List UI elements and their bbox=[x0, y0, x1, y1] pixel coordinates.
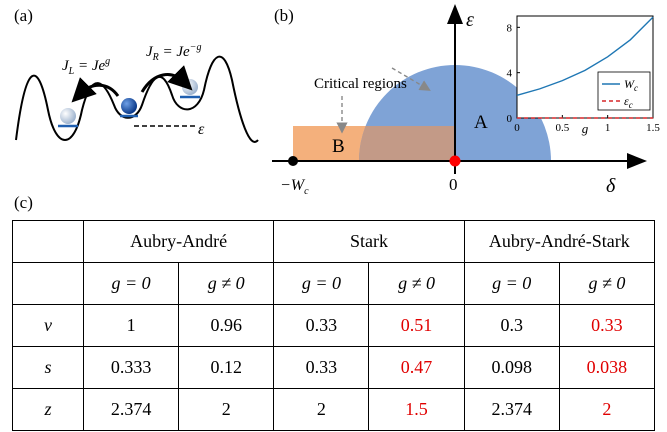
legend-label: εc bbox=[624, 94, 633, 110]
y-tick-label: 4 bbox=[507, 68, 513, 80]
minus-wc-point bbox=[288, 156, 298, 166]
table-cell-highlight: 0.038 bbox=[558, 346, 656, 389]
row-symbol-nu: ν bbox=[12, 304, 84, 347]
table-cell: 0.098 bbox=[463, 346, 560, 389]
table-cell-highlight: 2 bbox=[558, 388, 656, 431]
table-header-row: Aubry-André Stark Aubry-André-Stark bbox=[12, 220, 656, 263]
minus-wc-label: −Wc bbox=[280, 177, 309, 197]
potential-curve bbox=[15, 55, 259, 143]
table-cell: 0.33 bbox=[273, 346, 370, 389]
y-tick-label: 0 bbox=[507, 113, 513, 125]
jl-label: JL = Jeg bbox=[62, 56, 110, 77]
header-aubry-andre: Aubry-André bbox=[82, 220, 275, 263]
table-cell: 0.33 bbox=[273, 304, 370, 347]
row-symbol-s: s bbox=[12, 346, 84, 389]
series-line-wc bbox=[516, 16, 654, 97]
x-axis-label: g bbox=[582, 121, 589, 136]
ball-left bbox=[60, 108, 76, 124]
table-row-s: s 0.333 0.12 0.33 0.47 0.098 0.038 bbox=[12, 346, 656, 389]
x-tick-label: 1.5 bbox=[646, 122, 660, 134]
table-cell: 0.333 bbox=[82, 346, 180, 389]
subheader-cell: g ≠ 0 bbox=[178, 262, 275, 305]
x-tick-label: 1 bbox=[605, 122, 611, 134]
table-cell-highlight: 1.5 bbox=[368, 388, 465, 431]
x-tick-label: 0.5 bbox=[555, 122, 569, 134]
table-cell-highlight: 0.33 bbox=[558, 304, 656, 347]
subheader-cell: g = 0 bbox=[273, 262, 370, 305]
region-b-label: B bbox=[332, 136, 345, 157]
jr-label: JR = Je−g bbox=[146, 42, 201, 63]
legend-box bbox=[597, 71, 651, 111]
header-aubry-andre-stark: Aubry-André-Stark bbox=[463, 220, 656, 263]
panel-label-a: (a) bbox=[14, 6, 33, 25]
subheader-cell: g = 0 bbox=[82, 262, 180, 305]
table-cell-highlight: 0.47 bbox=[368, 346, 465, 389]
x-tick-label: 0 bbox=[514, 122, 520, 134]
table-subheader-row: g = 0 g ≠ 0 g = 0 g ≠ 0 g = 0 g ≠ 0 bbox=[12, 262, 656, 305]
subheader-cell: g ≠ 0 bbox=[368, 262, 465, 305]
region-overlap bbox=[359, 126, 455, 161]
table-cell: 0.12 bbox=[178, 346, 275, 389]
ball-center bbox=[121, 98, 137, 114]
exponent-table: Aubry-André Stark Aubry-André-Stark g = … bbox=[12, 220, 656, 431]
subheader-empty bbox=[12, 262, 84, 305]
table-corner-cell bbox=[12, 220, 84, 263]
panel-b-phase-diagram: Critical regions A B ε δ 0 −Wc bbox=[272, 4, 647, 197]
header-stark: Stark bbox=[273, 220, 465, 263]
origin-point bbox=[449, 155, 461, 167]
table-row-nu: ν 1 0.96 0.33 0.51 0.3 0.33 bbox=[12, 304, 656, 347]
region-a-label: A bbox=[474, 112, 488, 133]
critical-regions-label: Critical regions bbox=[314, 76, 407, 92]
panel-a-wells-diagram: JL = Jeg JR = Je−g ε bbox=[15, 42, 259, 143]
hop-arrow-right bbox=[140, 65, 193, 93]
table-cell: 0.96 bbox=[178, 304, 275, 347]
table-cell: 2.374 bbox=[463, 388, 560, 431]
epsilon-label: ε bbox=[198, 121, 205, 138]
subheader-cell: g = 0 bbox=[463, 262, 560, 305]
y-tick-label: 8 bbox=[507, 22, 513, 34]
panel-label-c: (c) bbox=[14, 193, 33, 212]
row-symbol-z: z bbox=[12, 388, 84, 431]
table-cell: 2.374 bbox=[82, 388, 180, 431]
table-cell: 2 bbox=[178, 388, 275, 431]
table-cell: 2 bbox=[273, 388, 370, 431]
table-cell-highlight: 0.51 bbox=[368, 304, 465, 347]
origin-label: 0 bbox=[449, 175, 458, 194]
hop-arrow-left bbox=[71, 77, 120, 103]
epsilon-axis-label: ε bbox=[466, 9, 474, 31]
subheader-cell: g ≠ 0 bbox=[558, 262, 656, 305]
table-row-z: z 2.374 2 2 1.5 2.374 2 bbox=[12, 388, 656, 431]
panel-label-b: (b) bbox=[274, 6, 294, 25]
table-cell: 1 bbox=[82, 304, 180, 347]
table-cell: 0.3 bbox=[463, 304, 560, 347]
delta-axis-label: δ bbox=[606, 175, 616, 197]
